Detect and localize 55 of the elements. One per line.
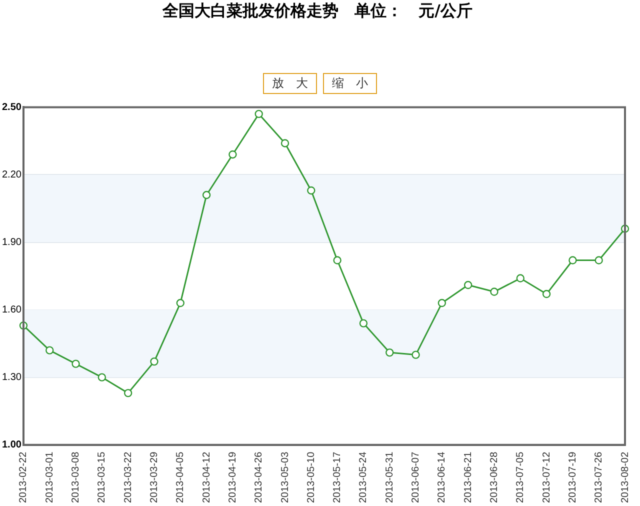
chart-title: 全国大白菜批发价格走势 单位： 元/公斤: [162, 0, 472, 20]
x-tick-label: 2013-03-01: [44, 451, 56, 504]
x-tick-label: 2013-04-26: [254, 451, 265, 504]
point: [202, 190, 211, 200]
point: [386, 348, 394, 357]
x-tick-label: 2013-08-02: [620, 451, 631, 504]
point: [333, 256, 342, 264]
x-tick-label: 2013-03-29: [148, 451, 160, 504]
x-tick-label: 2013-02-22: [18, 451, 30, 504]
x-tick-label: 2013-06-07: [410, 451, 422, 504]
point: [124, 388, 132, 398]
y-tick-label: 1.90: [2, 237, 22, 248]
x-tick-label: 2013-04-19: [227, 451, 238, 504]
x-tick-label: 2013-05-03: [280, 451, 291, 504]
x-tick-label: 2013-05-24: [358, 451, 370, 504]
point: [490, 288, 498, 296]
x-tick-label: 2013-05-31: [384, 451, 396, 504]
x-tick-label: 2013-04-05: [175, 451, 186, 504]
x-tick-label: 2013-07-05: [515, 451, 526, 504]
x-tick-label: 2013-03-08: [70, 451, 82, 504]
y-tick-label: 1.00: [2, 440, 22, 451]
x-tick-label: 2013-06-21: [462, 451, 474, 504]
x-tick-label: 2013-06-14: [436, 451, 448, 504]
point: [280, 139, 290, 148]
x-tick-label: 2013-03-22: [122, 451, 134, 504]
x-tick-label: 2013-03-15: [96, 451, 108, 504]
text: 放 大: [263, 73, 317, 94]
point: [228, 150, 237, 159]
x-tick-label: 2013-07-12: [541, 451, 552, 504]
point: [516, 274, 524, 282]
point: [254, 110, 263, 118]
text: 缩 小: [323, 73, 377, 94]
point: [150, 357, 158, 366]
point: [542, 290, 551, 298]
point: [72, 360, 80, 368]
point: [594, 256, 603, 264]
x-tick-label: 2013-06-28: [488, 451, 500, 504]
x-tick-label: 2013-07-19: [567, 451, 578, 504]
point: [568, 256, 577, 264]
point: [412, 350, 420, 359]
y-tick-label: 1.30: [2, 372, 22, 384]
point: [98, 373, 106, 382]
x-tick-label: 2013-04-12: [201, 451, 212, 504]
x-tick-label: 2013-05-10: [306, 451, 317, 504]
point: [46, 346, 54, 354]
x-tick-label: 2013-05-17: [332, 451, 344, 504]
point: [176, 298, 184, 308]
point: [307, 186, 316, 195]
y-tick-label: 2.50: [2, 102, 22, 113]
point: [464, 280, 472, 290]
point: [359, 319, 368, 328]
point: [438, 298, 446, 308]
y-tick-label: 1.60: [2, 304, 22, 316]
y-tick-label: 2.20: [2, 169, 22, 180]
x-tick-label: 2013-07-26: [594, 451, 605, 504]
